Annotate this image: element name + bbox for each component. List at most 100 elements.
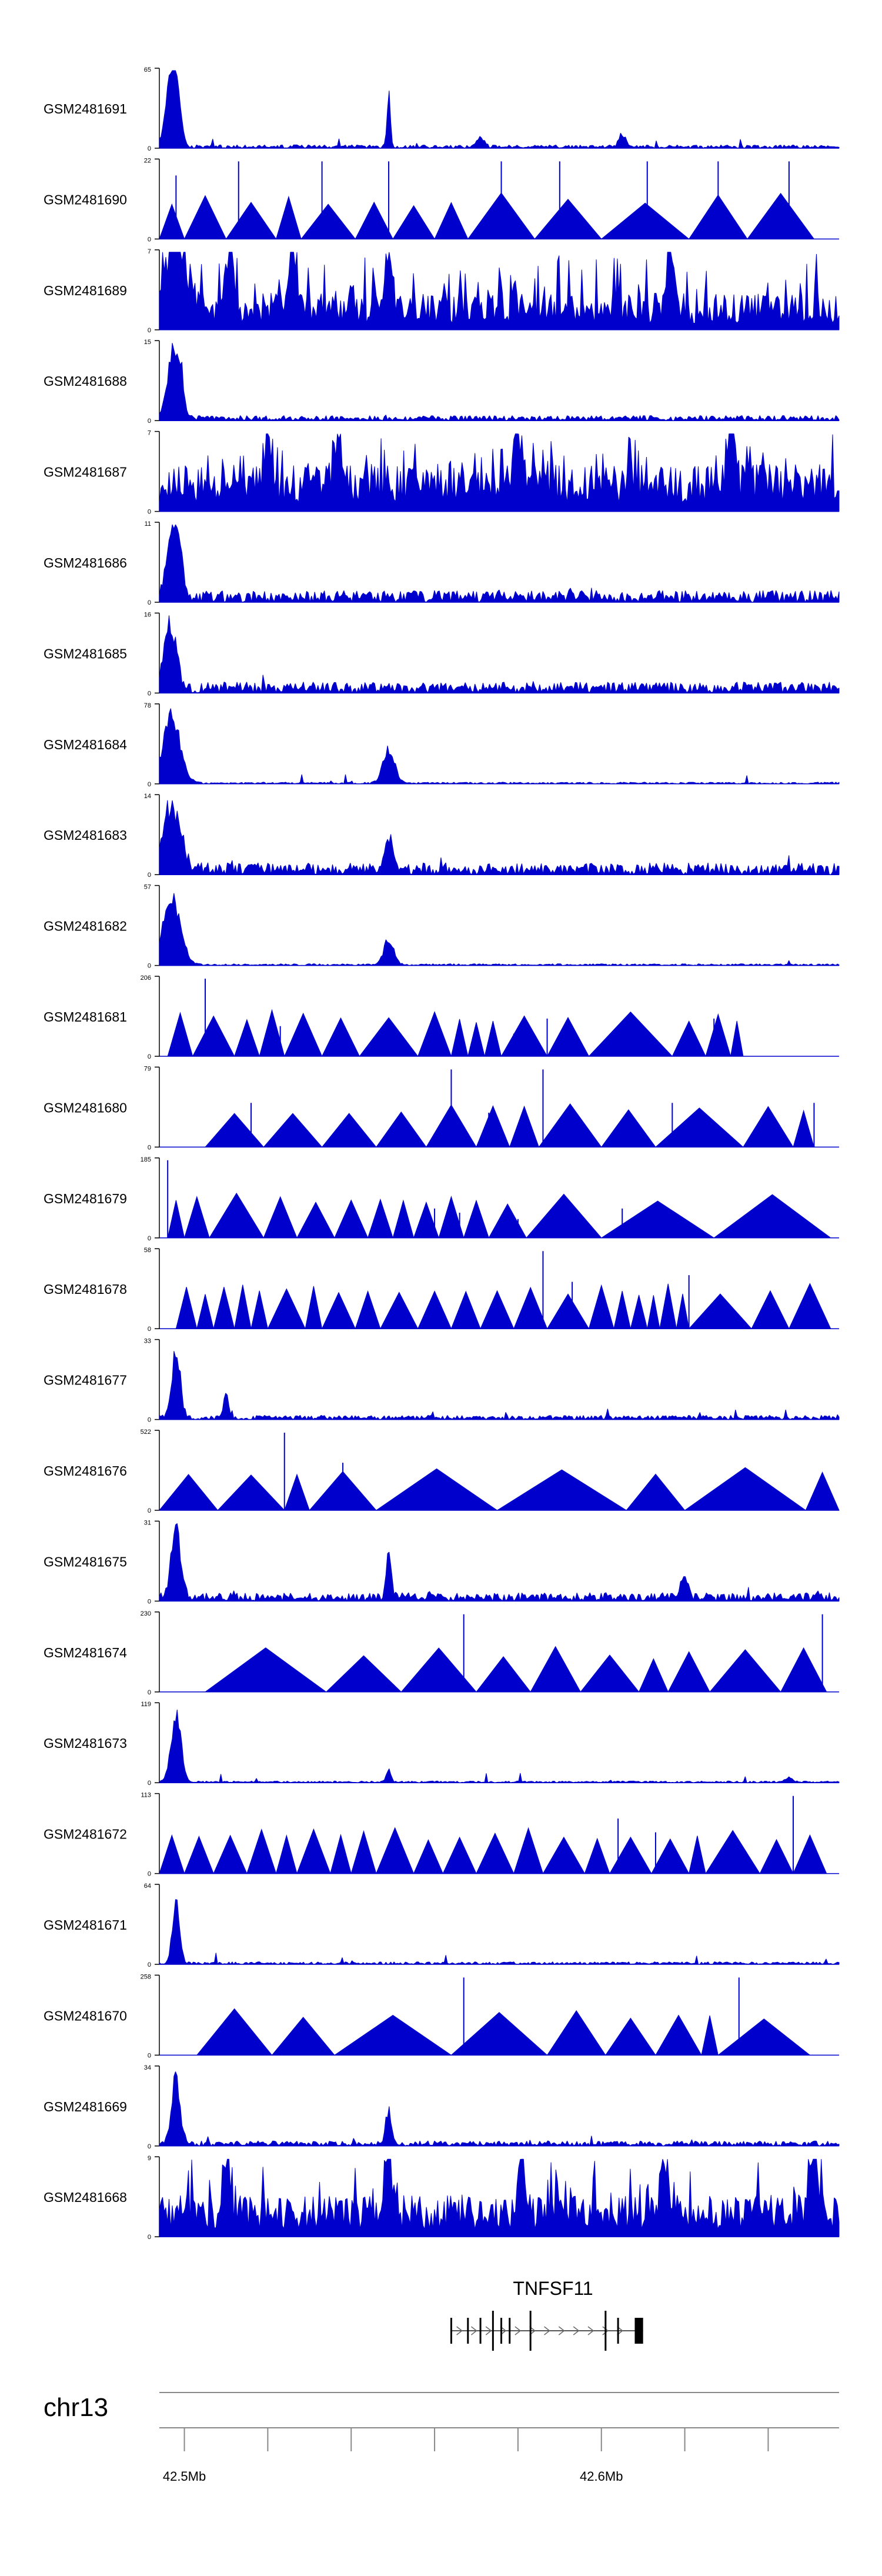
coverage-area xyxy=(330,1833,352,1874)
y-max-label: 522 xyxy=(141,1429,151,1436)
coverage-area xyxy=(183,1196,210,1239)
coverage-signal xyxy=(159,1709,840,1783)
track-label: GSM2481670 xyxy=(44,2008,127,2023)
coverage-area xyxy=(546,1293,590,1329)
coverage-area xyxy=(204,1647,328,1693)
coverage-area xyxy=(204,1113,265,1147)
track-label: GSM2481679 xyxy=(44,1191,127,1206)
track-gsm2481682: GSM2481682 57 0 xyxy=(44,884,840,970)
y-min-label: 0 xyxy=(148,1417,151,1424)
coverage-area xyxy=(600,202,690,239)
coverage-area xyxy=(355,201,394,239)
track-label: GSM2481689 xyxy=(44,283,127,298)
track-label: GSM2481688 xyxy=(44,373,127,389)
genome-axis: chr13 42.5Mb 42.6Mb xyxy=(44,2392,839,2484)
coverage-area xyxy=(183,1836,214,1874)
y-max-label: 57 xyxy=(144,884,151,891)
y-max-label: 22 xyxy=(144,157,151,164)
strand-chevron xyxy=(500,2326,507,2335)
coverage-area xyxy=(213,1834,248,1874)
track-gsm2481675: GSM2481675 31 0 xyxy=(44,1519,840,1605)
coverage-area xyxy=(305,1286,323,1329)
coverage-area xyxy=(375,1468,499,1511)
track-gsm2481691: GSM2481691 65 0 xyxy=(44,66,840,152)
track-gsm2481689: GSM2481689 7 0 xyxy=(44,248,840,334)
coverage-area xyxy=(159,203,185,239)
y-min-label: 0 xyxy=(148,418,151,425)
strand-chevron xyxy=(514,2326,522,2335)
y-min-label: 0 xyxy=(148,963,151,970)
y-max-label: 119 xyxy=(141,1701,151,1708)
y-min-label: 0 xyxy=(148,236,151,243)
coverage-area xyxy=(626,1473,686,1511)
coverage-area xyxy=(417,1290,452,1329)
coverage-area xyxy=(500,1015,548,1057)
coverage-area xyxy=(588,1284,614,1329)
y-min-label: 0 xyxy=(148,145,151,152)
coverage-area xyxy=(296,1828,331,1874)
coverage-signal xyxy=(159,1899,840,1965)
coverage-area xyxy=(713,1194,832,1239)
coverage-area xyxy=(234,1019,260,1057)
coverage-area xyxy=(638,1658,669,1693)
coverage-area xyxy=(175,1287,198,1329)
y-max-label: 79 xyxy=(144,1065,151,1072)
coverage-area xyxy=(209,1192,265,1239)
track-label: GSM2481686 xyxy=(44,555,127,570)
y-max-label: 33 xyxy=(144,1338,151,1345)
y-max-label: 11 xyxy=(145,520,151,528)
strand-chevron xyxy=(456,2326,463,2335)
coverage-area xyxy=(263,1196,298,1239)
y-min-label: 0 xyxy=(148,1780,151,1787)
coverage-area xyxy=(159,1834,185,1874)
coverage-area xyxy=(705,1830,761,1874)
coverage-area xyxy=(476,1832,514,1874)
coverage-area xyxy=(321,1017,360,1057)
strand-chevron xyxy=(544,2326,550,2335)
track-gsm2481685: GSM2481685 16 0 xyxy=(44,611,840,697)
coverage-area xyxy=(542,1836,586,1874)
coverage-area xyxy=(480,1290,514,1329)
coverage-area xyxy=(442,1836,477,1874)
coverage-area xyxy=(350,1830,377,1874)
track-gsm2481686: GSM2481686 11 0 xyxy=(44,520,840,606)
track-gsm2481690: GSM2481690 22 0 xyxy=(44,157,839,243)
track-label: GSM2481685 xyxy=(44,646,127,661)
track-label: GSM2481678 xyxy=(44,1282,127,1297)
coverage-area xyxy=(217,1474,285,1511)
coverage-signal xyxy=(159,2158,840,2237)
y-max-label: 31 xyxy=(144,1519,151,1526)
track-gsm2481680: GSM2481680 79 0 xyxy=(44,1065,839,1151)
coverage-area xyxy=(546,1017,590,1057)
track-label: GSM2481675 xyxy=(44,1554,127,1569)
y-min-label: 0 xyxy=(148,1326,151,1333)
coverage-signal xyxy=(159,343,840,421)
track-label: GSM2481673 xyxy=(44,1736,127,1751)
coverage-area xyxy=(759,1838,794,1874)
coverage-area xyxy=(613,1290,632,1329)
coverage-area xyxy=(417,1010,452,1057)
track-gsm2481674: GSM2481674 230 0 xyxy=(44,1610,839,1696)
coverage-area xyxy=(609,1836,652,1874)
coverage-area xyxy=(659,1283,677,1329)
coverage-area xyxy=(793,1834,827,1874)
coverage-area xyxy=(667,1651,710,1693)
coverage-area xyxy=(333,2014,453,2056)
coverage-signal xyxy=(159,1523,840,1601)
coverage-area xyxy=(355,1290,381,1329)
coverage-area xyxy=(275,1834,298,1874)
coverage-area xyxy=(167,1200,185,1239)
coverage-area xyxy=(376,1827,415,1874)
coverage-signal xyxy=(159,800,840,875)
coverage-signal xyxy=(159,615,840,693)
y-max-label: 206 xyxy=(141,975,151,982)
coverage-area xyxy=(284,1012,323,1057)
coverage-area xyxy=(450,1019,469,1057)
y-min-label: 0 xyxy=(148,509,151,516)
track-label: GSM2481677 xyxy=(44,1373,127,1388)
track-label: GSM2481680 xyxy=(44,1100,127,1115)
coverage-area xyxy=(321,1113,377,1147)
coverage-area xyxy=(655,2014,702,2056)
